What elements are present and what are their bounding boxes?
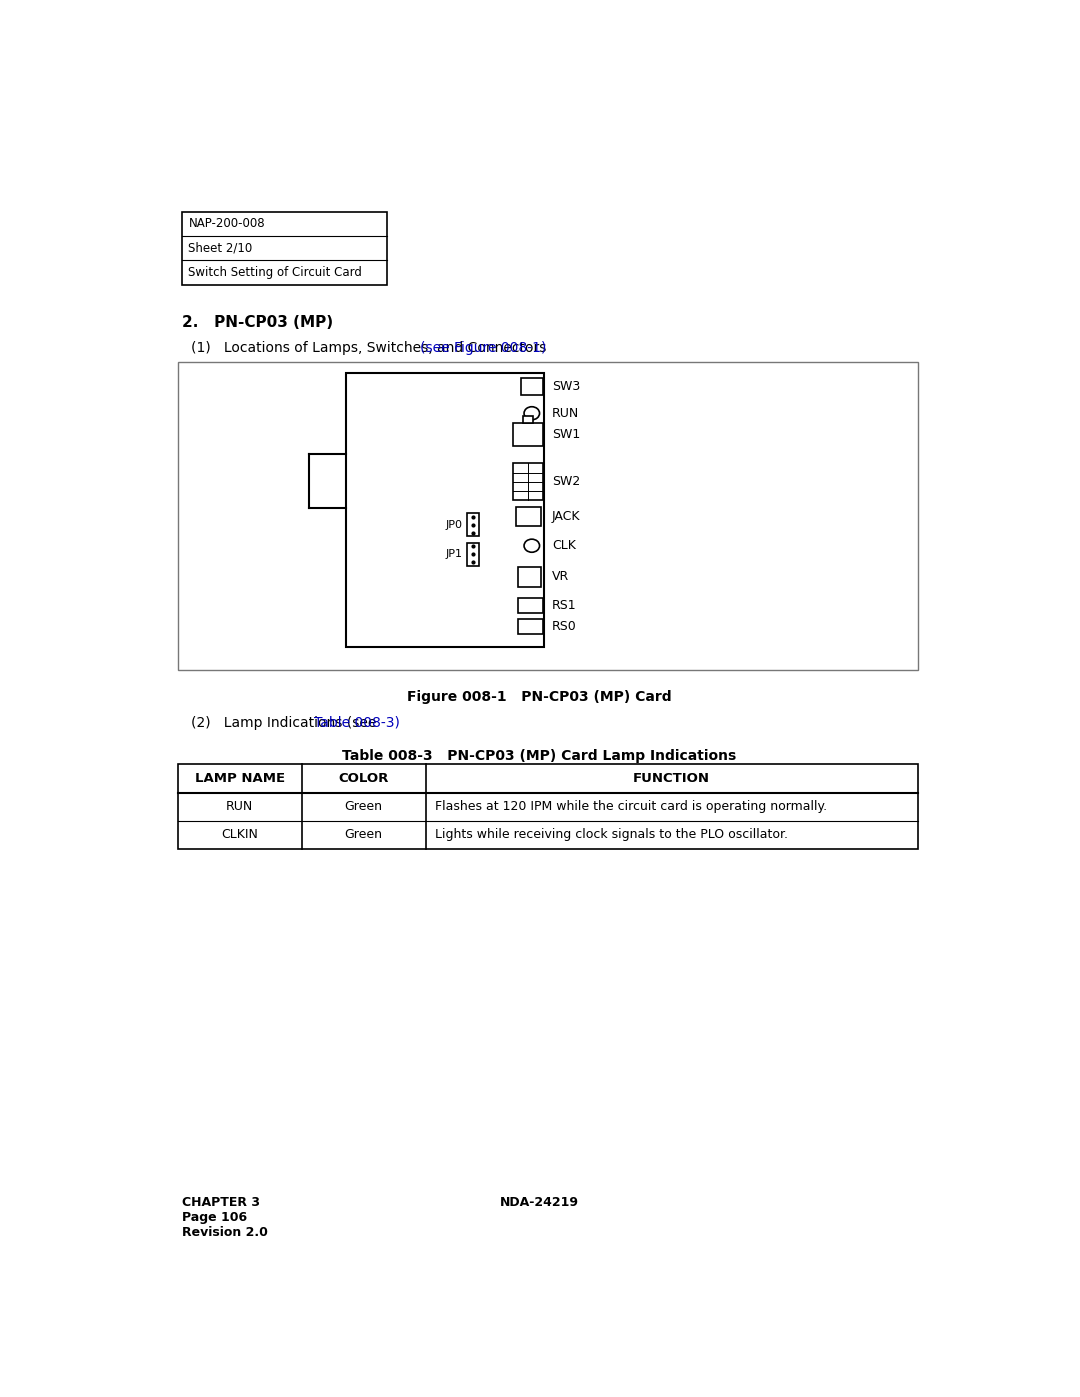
Text: COLOR: COLOR	[338, 773, 389, 785]
Text: JP1: JP1	[446, 549, 463, 559]
Text: Table 008-3   PN-CP03 (MP) Card Lamp Indications: Table 008-3 PN-CP03 (MP) Card Lamp Indic…	[342, 749, 737, 763]
Text: Sheet 2/10: Sheet 2/10	[189, 242, 253, 254]
Text: Flashes at 120 IPM while the circuit card is operating normally.: Flashes at 120 IPM while the circuit car…	[435, 800, 827, 813]
Bar	[346, 373, 544, 647]
Text: SW2: SW2	[552, 475, 580, 489]
Text: CHAPTER 3: CHAPTER 3	[181, 1196, 259, 1208]
Text: (1)   Locations of Lamps, Switches, and Connectors: (1) Locations of Lamps, Switches, and Co…	[191, 341, 546, 355]
Text: SW3: SW3	[552, 380, 580, 393]
Text: CLKIN: CLKIN	[221, 828, 258, 841]
Ellipse shape	[524, 407, 540, 420]
Ellipse shape	[524, 539, 540, 552]
Bar	[521, 377, 542, 395]
Text: LAMP NAME: LAMP NAME	[194, 773, 285, 785]
Text: NDA-24219: NDA-24219	[500, 1196, 579, 1208]
Text: RUN: RUN	[552, 407, 579, 419]
Bar	[467, 513, 480, 536]
Text: 2.   PN-CP03 (MP): 2. PN-CP03 (MP)	[181, 316, 333, 331]
Text: Green: Green	[345, 800, 382, 813]
Text: Page 106: Page 106	[181, 1211, 246, 1224]
Bar	[523, 415, 534, 423]
Text: NAP-200-008: NAP-200-008	[189, 217, 265, 231]
Text: Switch Setting of Circuit Card: Switch Setting of Circuit Card	[189, 265, 363, 279]
Bar	[516, 507, 541, 525]
Bar	[517, 598, 542, 613]
Bar	[177, 362, 918, 669]
Text: RS0: RS0	[552, 620, 577, 633]
Text: (see Figure 008-1): (see Figure 008-1)	[419, 341, 546, 355]
Text: Figure 008-1   PN-CP03 (MP) Card: Figure 008-1 PN-CP03 (MP) Card	[407, 690, 672, 704]
Text: JACK: JACK	[552, 510, 580, 522]
Bar	[181, 211, 387, 285]
Text: Green: Green	[345, 828, 382, 841]
Bar	[517, 619, 542, 634]
Text: RS1: RS1	[552, 599, 577, 612]
Text: Lights while receiving clock signals to the PLO oscillator.: Lights while receiving clock signals to …	[435, 828, 788, 841]
Bar	[513, 423, 542, 447]
Bar	[513, 464, 542, 500]
Text: VR: VR	[552, 570, 569, 584]
Text: Table 008-3): Table 008-3)	[314, 715, 401, 729]
Text: (2)   Lamp Indications (see: (2) Lamp Indications (see	[191, 715, 376, 729]
Text: CLK: CLK	[552, 539, 576, 552]
Text: JP0: JP0	[446, 520, 463, 529]
Bar	[177, 764, 918, 849]
Bar	[467, 542, 480, 566]
Text: FUNCTION: FUNCTION	[633, 773, 711, 785]
Text: SW1: SW1	[552, 429, 580, 441]
Text: RUN: RUN	[226, 800, 253, 813]
Text: Revision 2.0: Revision 2.0	[181, 1227, 268, 1239]
Bar	[517, 567, 541, 587]
